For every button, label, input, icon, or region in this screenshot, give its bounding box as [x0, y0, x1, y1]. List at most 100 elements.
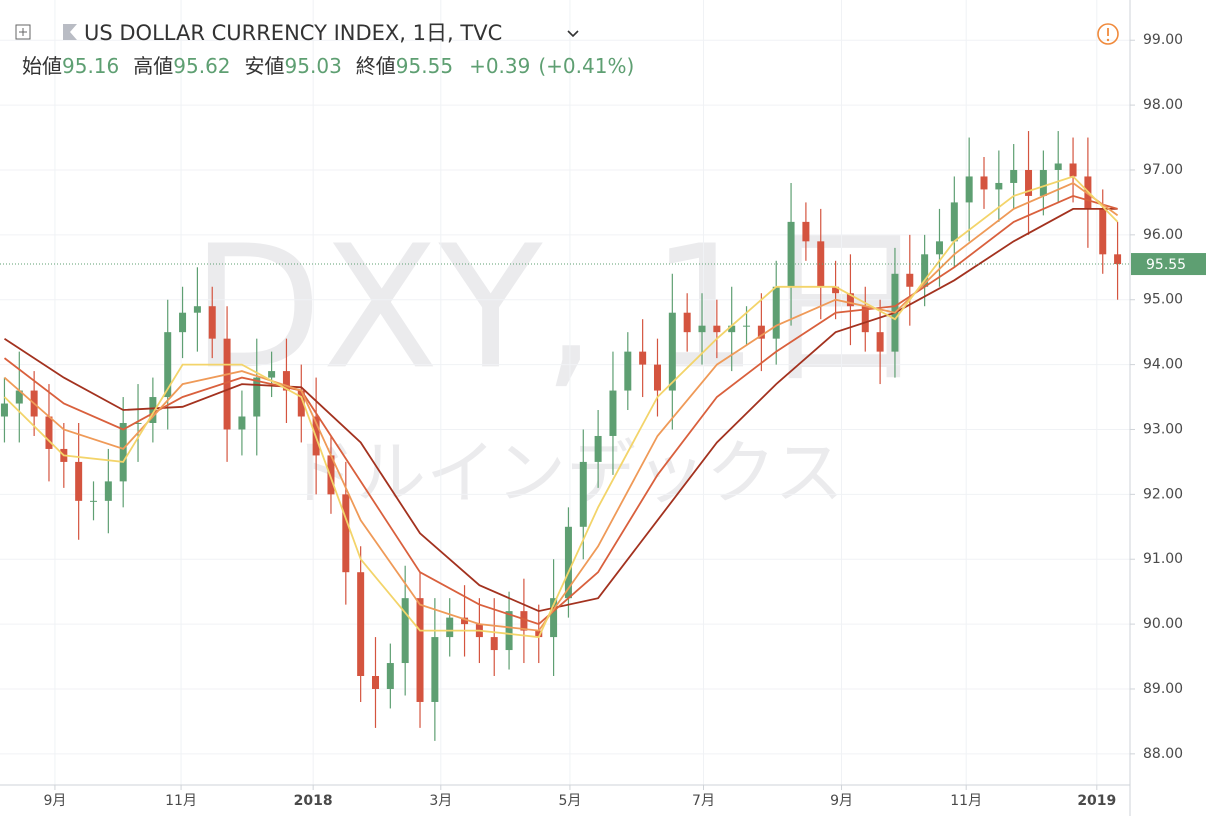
ohlc-label: 高値 [133, 54, 173, 78]
candle-body [104, 481, 112, 501]
x-tick-label: 9月 [830, 793, 853, 809]
candle-body [728, 325, 736, 333]
candle-body [401, 598, 409, 664]
candle-body [713, 325, 721, 333]
change: +0.39 [469, 54, 530, 78]
candle-body [134, 422, 142, 424]
y-tick-label: 97.00 [1143, 162, 1183, 178]
candle-body [1039, 169, 1047, 196]
candle-body [683, 312, 691, 333]
candle-body [653, 364, 661, 391]
candle-body [386, 663, 394, 689]
x-tick-label: 11月 [950, 793, 982, 809]
candle-body [342, 494, 350, 573]
x-tick-label: 11月 [165, 793, 197, 809]
last-price-tag [1131, 253, 1206, 276]
last-price-label: 95.55 [1146, 257, 1186, 273]
candle-body [431, 637, 439, 702]
ohlc-value: 95.62 [173, 54, 230, 78]
candle-body [1025, 169, 1033, 196]
candle-body [921, 254, 929, 287]
alert-icon[interactable] [1097, 23, 1119, 45]
candle-body [535, 630, 543, 638]
candle-body [757, 325, 765, 339]
x-tick-label: 3月 [429, 793, 452, 809]
candle-body [698, 325, 706, 333]
candle-body [164, 332, 172, 398]
candle-body [846, 293, 854, 307]
candle-body [75, 461, 83, 501]
candle-body [371, 676, 379, 689]
y-tick-label: 98.00 [1143, 97, 1183, 113]
ohlc-label: 安値 [245, 54, 285, 78]
chart-title[interactable]: US DOLLAR CURRENCY INDEX, 1日, TVC [84, 21, 502, 45]
candle-body [935, 241, 943, 255]
candle-body [817, 241, 825, 287]
candle-body [579, 461, 587, 527]
candle-body [787, 221, 795, 287]
candle-body [861, 306, 869, 333]
x-tick-label: 2019 [1077, 793, 1116, 809]
candle-body [743, 325, 751, 327]
dropdown-icon[interactable] [567, 30, 579, 38]
candle-body [564, 526, 572, 599]
candle-body [253, 377, 261, 417]
ma-ribbon-line [3, 194, 1118, 626]
candle-body [594, 435, 602, 462]
ohlc-label: 始値 [22, 54, 62, 78]
y-tick-label: 92.00 [1143, 486, 1183, 502]
y-tick-label: 95.00 [1143, 292, 1183, 308]
candle-body [520, 611, 528, 631]
candle-body [15, 390, 23, 404]
candle-body [668, 312, 676, 391]
alert-icon-dot [1106, 38, 1110, 42]
candle-body [327, 455, 335, 495]
collapse-icon[interactable] [15, 24, 31, 40]
y-tick-label: 90.00 [1143, 616, 1183, 632]
candle-body [965, 176, 973, 203]
candle-body [832, 286, 840, 294]
candle-body [282, 371, 290, 391]
x-tick-label: 9月 [43, 793, 66, 809]
candle-body [876, 332, 884, 352]
ma-ribbon-line [3, 181, 1119, 632]
plot-marks [0, 131, 1130, 741]
y-tick-label: 93.00 [1143, 421, 1183, 437]
candle-body [772, 286, 780, 339]
y-tick-label: 99.00 [1143, 32, 1183, 48]
candle-body [90, 500, 98, 502]
x-tick-label: 2018 [294, 793, 333, 809]
candle-body [297, 390, 305, 417]
watermark-sub: ドルインデックス [286, 432, 844, 514]
candle-body [609, 390, 617, 436]
change-percent: (+0.41%) [538, 54, 634, 78]
candle-body [1054, 163, 1062, 170]
candle-body [802, 221, 810, 242]
candle-body [119, 422, 127, 482]
ohlc-label: 終値 [356, 54, 396, 78]
ma-ribbon-line [4, 208, 1118, 613]
ohlc-legend: 始値95.16 高値95.62 安値95.03 終値95.55 +0.39 (+0.41%… [22, 54, 634, 78]
candle-body [639, 351, 647, 365]
candle-body [179, 312, 187, 333]
candle-body [906, 273, 914, 287]
candle-body [950, 202, 958, 242]
candle-body [461, 617, 469, 625]
ohlc-value: 95.03 [285, 54, 342, 78]
candle-body [208, 306, 216, 339]
y-tick-label: 96.00 [1143, 227, 1183, 243]
y-tick-label: 88.00 [1143, 746, 1183, 762]
candle-body [193, 306, 201, 313]
candle-body [446, 617, 454, 638]
candle-body [980, 176, 988, 190]
ma-ribbon-line [3, 175, 1119, 639]
candle-body [238, 416, 246, 430]
candle-body [223, 338, 231, 430]
candle-body [0, 403, 8, 417]
candle-body [490, 637, 498, 651]
candle-body [149, 397, 157, 423]
